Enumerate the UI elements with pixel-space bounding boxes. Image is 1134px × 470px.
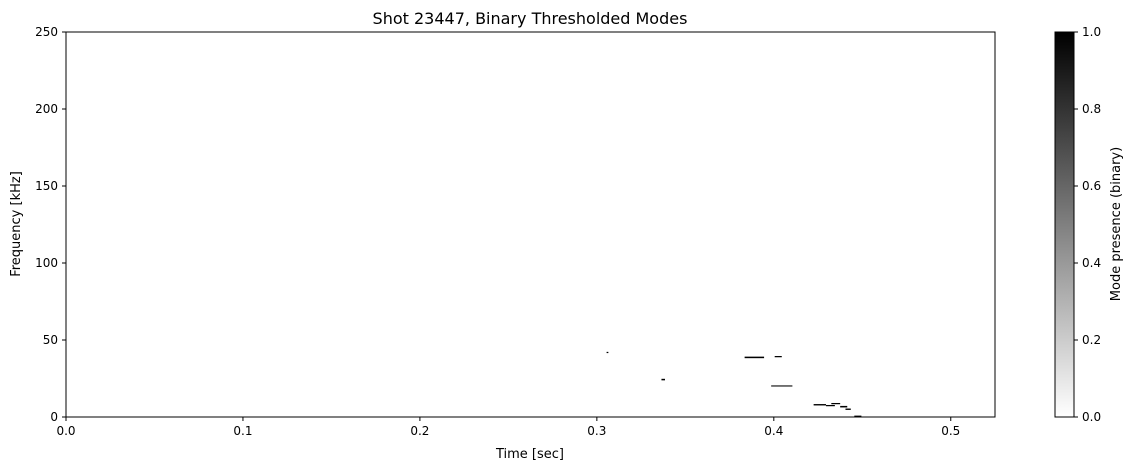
mode-segment (840, 405, 848, 408)
colorbar-ticks: 0.0 0.2 0.4 0.6 0.8 1.0 (1074, 25, 1101, 424)
colorbar-label: Mode presence (binary) (1109, 147, 1124, 301)
mode-segment (831, 402, 841, 405)
colorbar (1054, 31, 1075, 418)
x-axis-label: Time [sec] (495, 447, 564, 462)
mode-segment (771, 385, 793, 387)
mode-segment (661, 378, 665, 381)
mode-segment (606, 351, 609, 354)
y-tick-label: 0 (50, 410, 58, 424)
colorbar-tick-label: 0.8 (1082, 102, 1101, 116)
x-tick-label: 0.3 (587, 424, 606, 438)
mode-segments (606, 351, 862, 417)
colorbar-tick-label: 0.4 (1082, 256, 1101, 270)
x-tick-label: 0.0 (56, 424, 75, 438)
x-tick-label: 0.1 (233, 424, 252, 438)
plot-frame (65, 31, 996, 418)
mode-segment (826, 404, 835, 407)
y-axis-ticks: 0 50 100 150 200 250 (35, 25, 66, 424)
y-tick-label: 100 (35, 256, 58, 270)
colorbar-tick-label: 1.0 (1082, 25, 1101, 39)
mode-segment (845, 408, 851, 410)
y-tick-label: 200 (35, 102, 58, 116)
x-tick-label: 0.4 (764, 424, 783, 438)
y-axis-label: Frequency [kHz] (9, 171, 24, 277)
x-tick-label: 0.2 (410, 424, 429, 438)
y-tick-label: 50 (43, 333, 58, 347)
mode-segment (744, 356, 765, 359)
colorbar-tick-label: 0.2 (1082, 333, 1101, 347)
x-tick-label: 0.5 (941, 424, 960, 438)
plot-area (66, 32, 995, 417)
chart-title: Shot 23447, Binary Thresholded Modes (373, 9, 688, 28)
colorbar-tick-label: 0.6 (1082, 179, 1101, 193)
mode-segment (854, 415, 862, 417)
mode-segment (813, 404, 827, 406)
y-tick-label: 250 (35, 25, 58, 39)
y-tick-label: 150 (35, 179, 58, 193)
x-axis-ticks: 0.0 0.1 0.2 0.3 0.4 0.5 (56, 417, 960, 438)
mode-segment (774, 356, 782, 358)
colorbar-tick-label: 0.0 (1082, 410, 1101, 424)
